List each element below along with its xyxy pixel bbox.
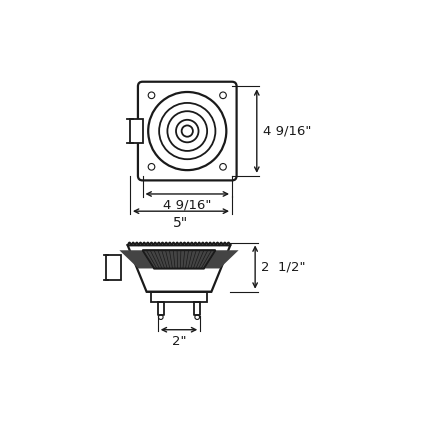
Bar: [106, 255, 121, 280]
FancyBboxPatch shape: [138, 82, 236, 181]
Text: 5": 5": [173, 216, 189, 230]
Bar: [130, 119, 143, 143]
Circle shape: [159, 315, 163, 319]
Circle shape: [195, 315, 200, 319]
Text: 2": 2": [172, 335, 186, 348]
Polygon shape: [120, 250, 239, 268]
Polygon shape: [143, 250, 215, 268]
Text: 4 9/16": 4 9/16": [263, 125, 311, 138]
Text: 4 9/16": 4 9/16": [163, 199, 212, 212]
Bar: [151, 292, 207, 301]
Circle shape: [181, 126, 193, 137]
Text: 2  1/2": 2 1/2": [261, 261, 306, 273]
Polygon shape: [128, 245, 230, 292]
